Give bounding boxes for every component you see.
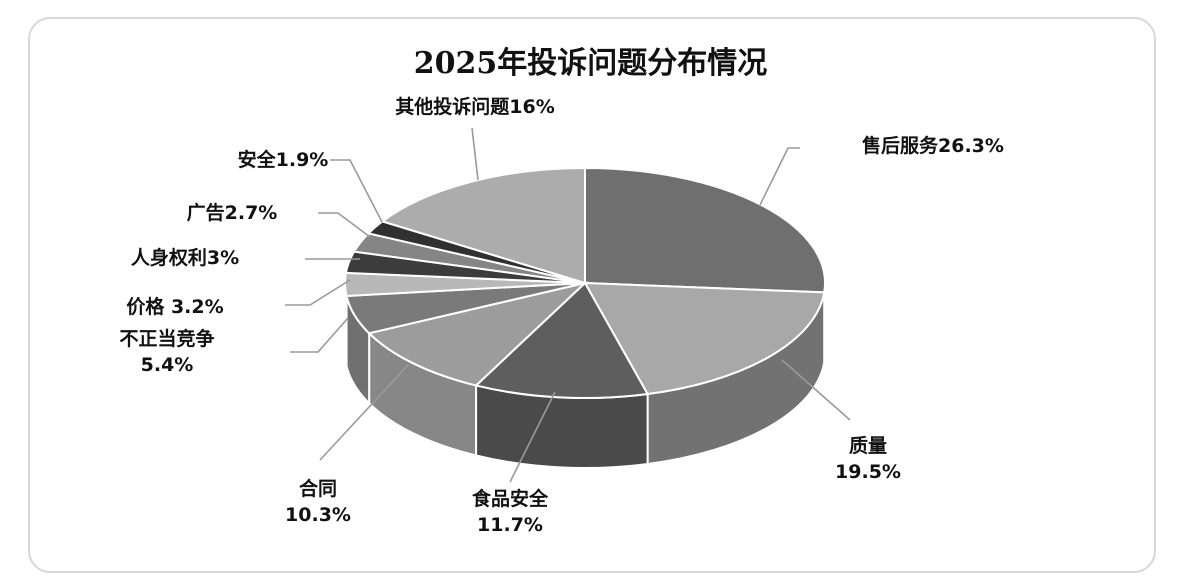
leader-line-5 <box>285 279 351 306</box>
pie-slice-0 <box>584 166 826 294</box>
leader-line-9 <box>471 127 479 181</box>
chart-title: 2025年投诉问题分布情况 <box>413 46 768 81</box>
slice-label-7: 广告2.7% <box>187 201 278 224</box>
slice-label-3: 合同 10.3% <box>285 477 351 526</box>
pie-slice-3 <box>367 281 589 387</box>
slice-label-8: 安全1.9% <box>238 148 329 171</box>
slice-label-4: 不正当竞争 5.4% <box>119 327 214 376</box>
slice-label-0: 售后服务26.3% <box>861 134 1004 157</box>
slice-label-9: 其他投诉问题16% <box>395 95 554 118</box>
leader-line-4 <box>290 317 349 353</box>
leader-line-8 <box>330 159 383 223</box>
slice-label-2: 食品安全 11.7% <box>472 487 549 536</box>
slice-label-6: 人身权利3% <box>131 246 239 269</box>
leader-line-0 <box>759 147 800 206</box>
slice-label-5: 价格 3.2% <box>126 295 223 318</box>
slice-label-1: 质量 19.5% <box>835 435 901 483</box>
pie-slice-9 <box>380 166 586 285</box>
leader-line-7 <box>318 212 371 238</box>
pie-slice-2 <box>474 281 650 400</box>
pie-slice-1 <box>583 281 826 396</box>
leader-line-1 <box>781 359 851 421</box>
leader-line-3 <box>319 364 409 461</box>
leader-line-2 <box>509 391 556 483</box>
